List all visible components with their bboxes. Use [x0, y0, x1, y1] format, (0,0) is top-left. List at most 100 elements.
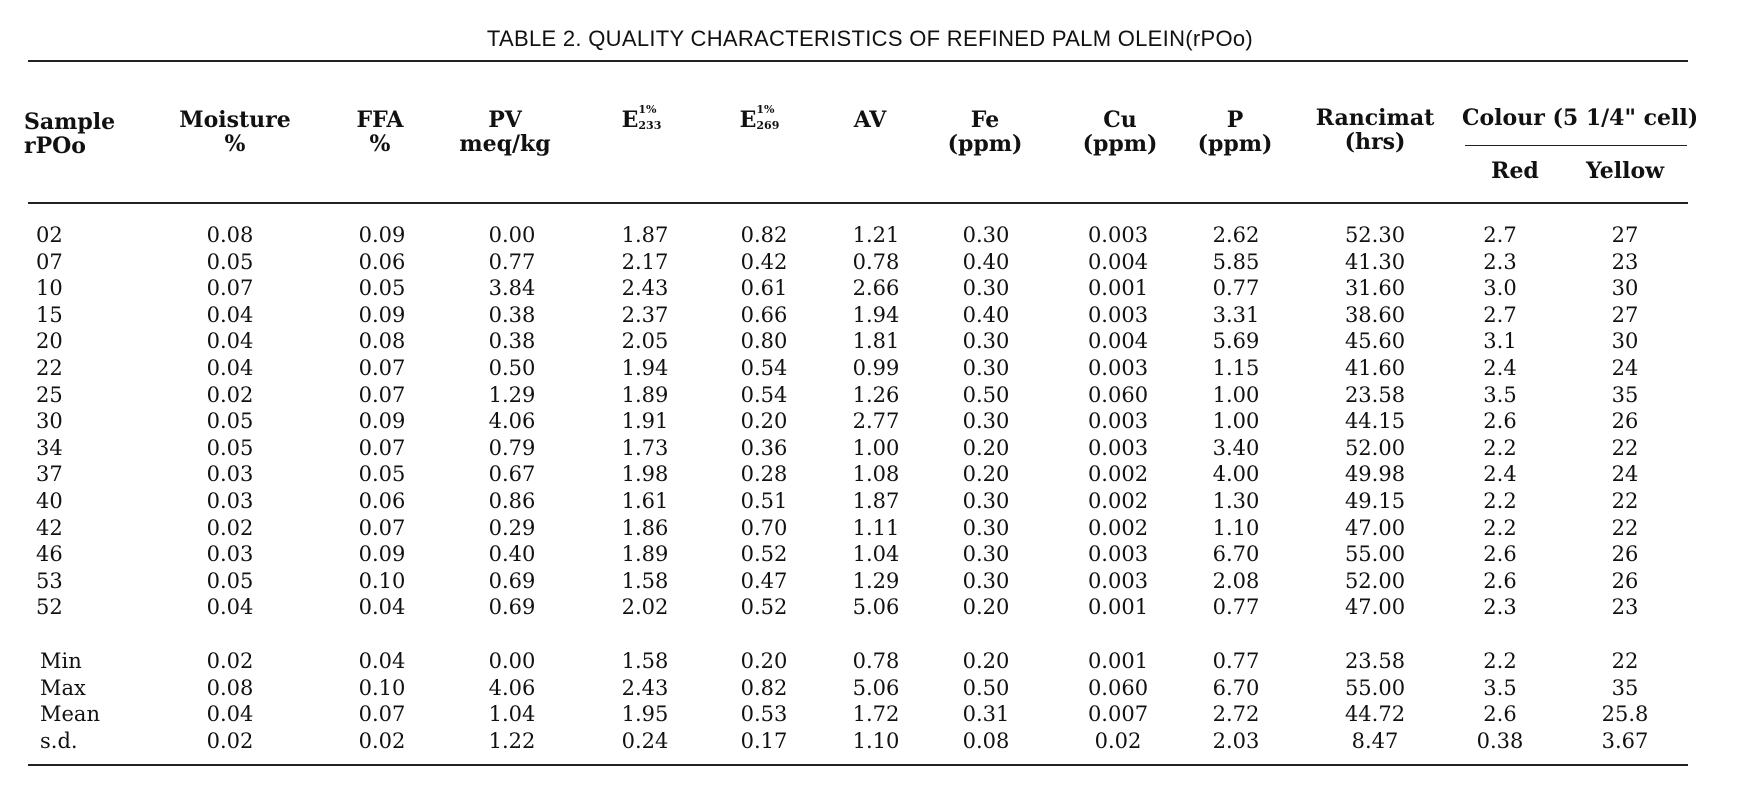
- cell-fe: 0.20: [962, 462, 1010, 487]
- cell-rancimat: 44.15: [1344, 409, 1406, 434]
- cell-yellow: 23: [1611, 595, 1639, 620]
- summary-cell-sample: Mean: [40, 702, 100, 727]
- cell-pv: 0.86: [488, 489, 536, 513]
- summary-cell-ffa: 0.04: [358, 649, 406, 673]
- summary-cell-av: 0.78: [852, 649, 900, 673]
- cell-ffa: 0.06: [358, 489, 406, 513]
- cell-cu: 0.003: [1087, 435, 1149, 460]
- table-title: TABLE 2. QUALITY CHARACTERISTICS OF REFI…: [486, 26, 1254, 51]
- summary-cell-red: 0.38: [1476, 728, 1524, 753]
- cell-av: 1.87: [852, 489, 900, 513]
- summary-cell-av: 5.06: [852, 675, 900, 700]
- cell-av: 0.78: [852, 249, 900, 274]
- cell-red: 2.3: [1483, 249, 1517, 274]
- cell-red: 2.6: [1483, 409, 1517, 434]
- cell-moisture: 0.02: [206, 515, 254, 540]
- cell-rancimat: 49.15: [1344, 489, 1406, 513]
- cell-ffa: 0.07: [358, 435, 406, 460]
- cell-ffa: 0.07: [358, 382, 406, 407]
- summary-cell-rancimat: 55.00: [1344, 675, 1406, 700]
- cell-yellow: 30: [1611, 329, 1639, 354]
- cell-p: 5.69: [1212, 329, 1260, 354]
- cell-av: 1.26: [852, 382, 900, 407]
- summary-cell-moisture: 0.04: [206, 702, 254, 727]
- cell-av: 1.94: [852, 302, 900, 327]
- cell-red: 2.3: [1483, 595, 1517, 620]
- cell-sample: 37: [36, 462, 63, 487]
- cell-rancimat: 23.58: [1344, 382, 1406, 407]
- cell-e233: 1.89: [621, 542, 669, 567]
- cell-cu: 0.004: [1087, 329, 1149, 354]
- cell-fe: 0.30: [962, 223, 1010, 247]
- summary-cell-cu: 0.001: [1087, 649, 1149, 673]
- header-e233: E 1% 233: [621, 103, 662, 133]
- summary-cell-fe: 0.31: [962, 702, 1010, 727]
- cell-p: 2.62: [1212, 223, 1260, 247]
- cell-pv: 0.69: [488, 568, 536, 593]
- cell-sample: 25: [36, 382, 63, 407]
- cell-cu: 0.001: [1087, 595, 1149, 620]
- cell-fe: 0.30: [962, 356, 1010, 380]
- cell-e233: 2.17: [621, 249, 669, 274]
- cell-pv: 0.67: [488, 462, 536, 487]
- cell-av: 5.06: [852, 595, 900, 620]
- cell-ffa: 0.09: [358, 409, 406, 434]
- cell-fe: 0.30: [962, 542, 1010, 567]
- cell-ffa: 0.10: [358, 568, 406, 593]
- summary-cell-e269: 0.17: [740, 728, 788, 753]
- summary-cell-p: 2.72: [1212, 702, 1260, 727]
- cell-e233: 1.89: [621, 382, 669, 407]
- cell-yellow: 35: [1611, 382, 1639, 407]
- cell-rancimat: 52.00: [1344, 568, 1406, 593]
- header-fe: Fe (ppm): [947, 107, 1023, 157]
- cell-av: 1.21: [852, 223, 900, 247]
- cell-ffa: 0.09: [358, 542, 406, 567]
- cell-av: 2.66: [852, 276, 900, 301]
- cell-ffa: 0.07: [358, 515, 406, 540]
- cell-cu: 0.002: [1087, 462, 1149, 487]
- cell-yellow: 30: [1611, 276, 1639, 301]
- cell-yellow: 24: [1611, 462, 1639, 487]
- cell-pv: 3.84: [488, 276, 536, 301]
- cell-pv: 0.40: [488, 542, 536, 567]
- cell-fe: 0.40: [962, 249, 1010, 274]
- cell-e233: 1.61: [621, 489, 669, 513]
- header-p: P (ppm): [1197, 107, 1273, 157]
- cell-av: 1.81: [852, 329, 900, 354]
- summary-cell-cu: 0.007: [1087, 702, 1149, 727]
- cell-e269: 0.51: [740, 489, 788, 513]
- bottom-rule: [28, 764, 1688, 766]
- header-red: Red: [1491, 158, 1539, 184]
- cell-e269: 0.80: [740, 329, 788, 354]
- summary-cell-yellow: 3.67: [1601, 728, 1649, 753]
- summary-cell-yellow: 22: [1611, 649, 1639, 673]
- cell-sample: 22: [36, 356, 63, 380]
- cell-av: 2.77: [852, 409, 900, 434]
- cell-fe: 0.30: [962, 568, 1010, 593]
- cell-pv: 0.77: [488, 249, 536, 274]
- summary-cell-e233: 1.95: [621, 702, 669, 727]
- header-ffa: FFA%: [356, 107, 404, 157]
- cell-rancimat: 47.00: [1344, 515, 1406, 540]
- cell-yellow: 22: [1611, 515, 1639, 540]
- cell-fe: 0.30: [962, 489, 1010, 513]
- cell-cu: 0.004: [1087, 249, 1149, 274]
- cell-ffa: 0.05: [358, 462, 406, 487]
- cell-av: 1.11: [852, 515, 900, 540]
- cell-red: 2.4: [1483, 462, 1517, 487]
- summary-cell-yellow: 25.8: [1601, 702, 1649, 727]
- cell-pv: 0.00: [488, 223, 536, 247]
- cell-yellow: 27: [1611, 223, 1639, 247]
- cell-e233: 1.87: [621, 223, 669, 247]
- cell-sample: 02: [36, 223, 63, 247]
- cell-sample: 53: [36, 568, 63, 593]
- cell-ffa: 0.09: [358, 223, 406, 247]
- summary-cell-red: 3.5: [1483, 675, 1517, 700]
- cell-e233: 2.43: [621, 276, 669, 301]
- cell-cu: 0.003: [1087, 542, 1149, 567]
- cell-p: 1.00: [1212, 409, 1260, 434]
- cell-av: 0.99: [852, 356, 900, 380]
- cell-av: 1.04: [852, 542, 900, 567]
- cell-e233: 1.58: [621, 568, 669, 593]
- cell-e233: 1.94: [621, 356, 669, 380]
